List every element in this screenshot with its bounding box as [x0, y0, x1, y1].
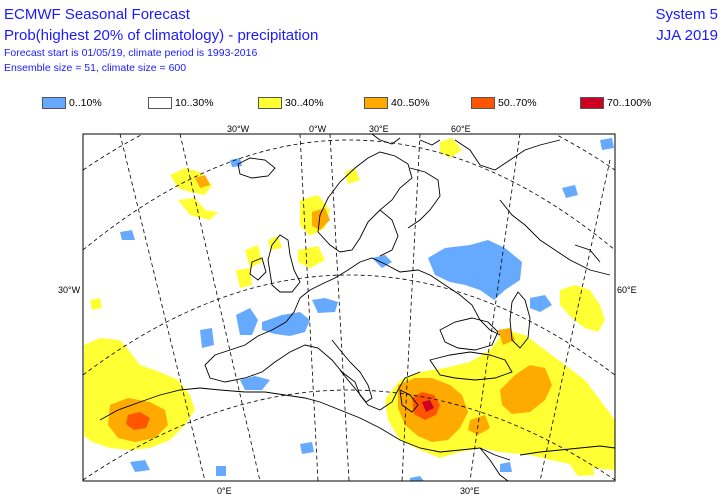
legend-swatch — [42, 97, 66, 109]
axis-label-top-30w: 30°W — [227, 124, 250, 134]
axis-label-top-0w: 0°W — [309, 124, 327, 134]
legend-swatch — [580, 97, 604, 109]
axis-label-top-30e: 30°E — [369, 124, 389, 134]
axis-label-top-60e: 60°E — [451, 124, 471, 134]
axis-label-bottom-30e: 30°E — [460, 486, 480, 496]
legend-label: 70..100% — [607, 97, 652, 109]
legend-swatch — [258, 97, 282, 109]
legend-label: 30..40% — [285, 97, 324, 109]
axis-label-bottom-0e: 0°E — [217, 486, 232, 496]
legend-swatch — [364, 97, 388, 109]
legend-swatch — [471, 97, 495, 109]
legend-swatch — [148, 97, 172, 109]
extreme-probability-areas — [422, 400, 434, 412]
legend-item-70-100: 70..100% — [580, 96, 651, 110]
low-probability-areas — [120, 138, 614, 481]
legend: 0..10% 10..30% 30..40% 40..50% 50..70% 7… — [0, 96, 724, 110]
forecast-info: Forecast start is 01/05/19, climate peri… — [4, 47, 258, 59]
coastlines — [99, 134, 615, 481]
legend-label: 50..70% — [498, 97, 537, 109]
ensemble-info: Ensemble size = 51, climate size = 600 — [4, 62, 187, 74]
legend-item-30-40: 30..40% — [258, 96, 324, 110]
season-label: JJA 2019 — [656, 27, 718, 44]
legend-label: 0..10% — [69, 97, 102, 109]
legend-item-10-30: 10..30% — [148, 96, 214, 110]
page-title: ECMWF Seasonal Forecast — [4, 6, 190, 23]
legend-label: 40..50% — [391, 97, 430, 109]
axis-label-left-30w: 30°W — [58, 285, 81, 295]
system-label: System 5 — [655, 6, 718, 23]
axis-label-right-60e: 60°E — [617, 285, 637, 295]
legend-label: 10..30% — [175, 97, 214, 109]
page-subtitle: Prob(highest 20% of climatology) - preci… — [4, 27, 319, 44]
legend-item-0-10: 0..10% — [42, 96, 102, 110]
legend-item-40-50: 40..50% — [364, 96, 430, 110]
legend-item-50-70: 50..70% — [471, 96, 537, 110]
map-frame — [82, 133, 616, 482]
